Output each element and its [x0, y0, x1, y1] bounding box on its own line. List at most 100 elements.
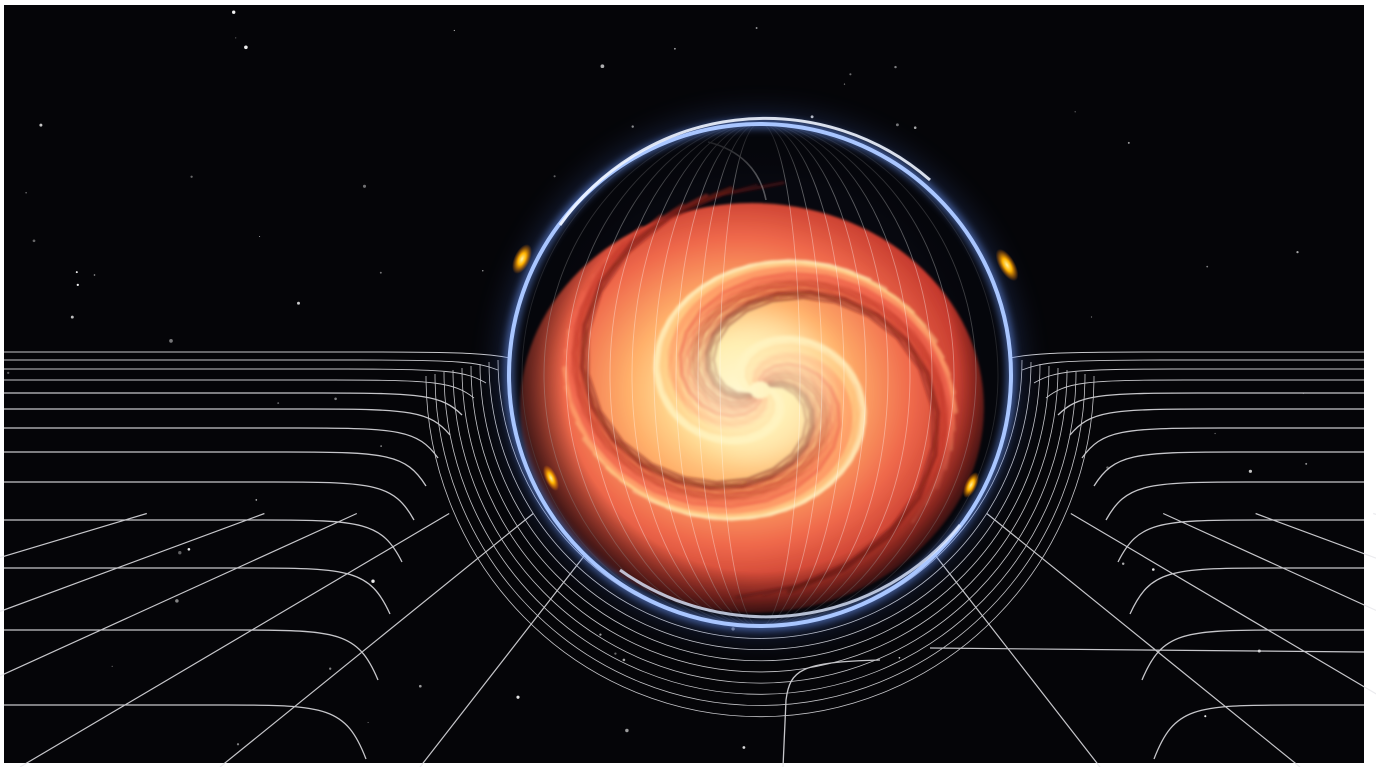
- star: [25, 192, 27, 194]
- grid-line: [479, 363, 1041, 650]
- star: [380, 445, 382, 447]
- star: [913, 126, 917, 129]
- star: [232, 10, 236, 14]
- grid-line: [4, 629, 1364, 681]
- star: [367, 721, 369, 724]
- star: [1206, 265, 1209, 268]
- star: [236, 743, 240, 746]
- star: [75, 271, 78, 274]
- star: [93, 274, 96, 276]
- star: [418, 684, 422, 688]
- star: [742, 746, 746, 749]
- star: [1296, 250, 1299, 254]
- star: [259, 235, 261, 238]
- grid-line: [0, 512, 147, 559]
- grid-line: [1162, 512, 1376, 612]
- star: [1074, 111, 1076, 113]
- grid-line: [4, 359, 1364, 371]
- grid-line: [4, 704, 1364, 760]
- grid-line: [425, 375, 1095, 718]
- grid-line: [219, 513, 534, 767]
- glowing-sphere: [498, 113, 1022, 637]
- grid-line: [1070, 512, 1376, 695]
- grid-line: [4, 567, 1364, 615]
- star: [894, 65, 897, 69]
- star: [175, 599, 179, 603]
- grid-line: [4, 368, 1364, 384]
- star: [190, 175, 193, 178]
- star: [32, 239, 36, 243]
- star: [334, 397, 337, 401]
- grid-line: [1255, 512, 1376, 559]
- star: [614, 652, 617, 655]
- star: [178, 551, 182, 555]
- star: [553, 175, 556, 178]
- flare-top-left: [512, 244, 532, 274]
- star: [600, 64, 605, 69]
- grid-line: [4, 408, 1364, 436]
- star: [379, 271, 382, 274]
- star: [755, 27, 758, 29]
- grid-line: [4, 392, 1364, 416]
- grid-line: [929, 647, 1365, 653]
- grid-line: [4, 427, 1364, 459]
- flare-top-right: [995, 248, 1019, 282]
- star: [516, 695, 520, 699]
- star: [599, 633, 602, 636]
- swirl-core: [508, 123, 1012, 627]
- star: [1305, 462, 1308, 465]
- star: [1214, 432, 1216, 435]
- grid-line: [4, 519, 1364, 563]
- star: [169, 339, 173, 343]
- star: [39, 123, 43, 127]
- grid-line: [4, 481, 1364, 521]
- orbiting-flares: [512, 244, 1019, 498]
- flare-bottom-right: [962, 472, 980, 498]
- grid-line: [782, 659, 881, 767]
- ring-highlight-lower: [619, 524, 962, 619]
- grid-line: [19, 512, 450, 767]
- star: [255, 499, 258, 501]
- grid-line: [0, 512, 265, 613]
- star: [1152, 568, 1155, 571]
- star: [371, 579, 375, 583]
- star: [1248, 469, 1253, 473]
- ring-highlight: [558, 116, 931, 226]
- star: [187, 547, 191, 551]
- grid-line: [461, 367, 1059, 673]
- star: [1090, 316, 1093, 318]
- star: [277, 402, 280, 405]
- grid-line: [434, 373, 1086, 706]
- star: [674, 47, 676, 50]
- ring-outer: [507, 122, 1013, 628]
- star: [625, 728, 629, 733]
- star: [111, 665, 113, 668]
- star: [622, 658, 626, 662]
- star: [70, 315, 74, 319]
- grid-line: [986, 513, 1301, 767]
- star: [1204, 715, 1207, 718]
- grid-line: [4, 379, 1364, 399]
- grid-line: [488, 361, 1032, 639]
- star: [244, 45, 248, 50]
- star: [1121, 562, 1125, 565]
- star: [453, 29, 455, 32]
- star: [235, 37, 237, 39]
- star: [849, 73, 852, 76]
- star: [76, 283, 79, 287]
- star: [7, 371, 10, 375]
- star: [329, 667, 332, 670]
- star: [895, 123, 899, 127]
- star: [898, 656, 901, 659]
- star: [810, 115, 814, 119]
- star: [297, 301, 300, 305]
- grid-line: [443, 371, 1077, 695]
- grid-line: [0, 512, 358, 677]
- grid-line: [470, 365, 1050, 662]
- star: [1127, 141, 1130, 144]
- flare-bottom-left: [542, 465, 560, 491]
- grid-line: [452, 369, 1068, 684]
- grid-line: [4, 451, 1364, 487]
